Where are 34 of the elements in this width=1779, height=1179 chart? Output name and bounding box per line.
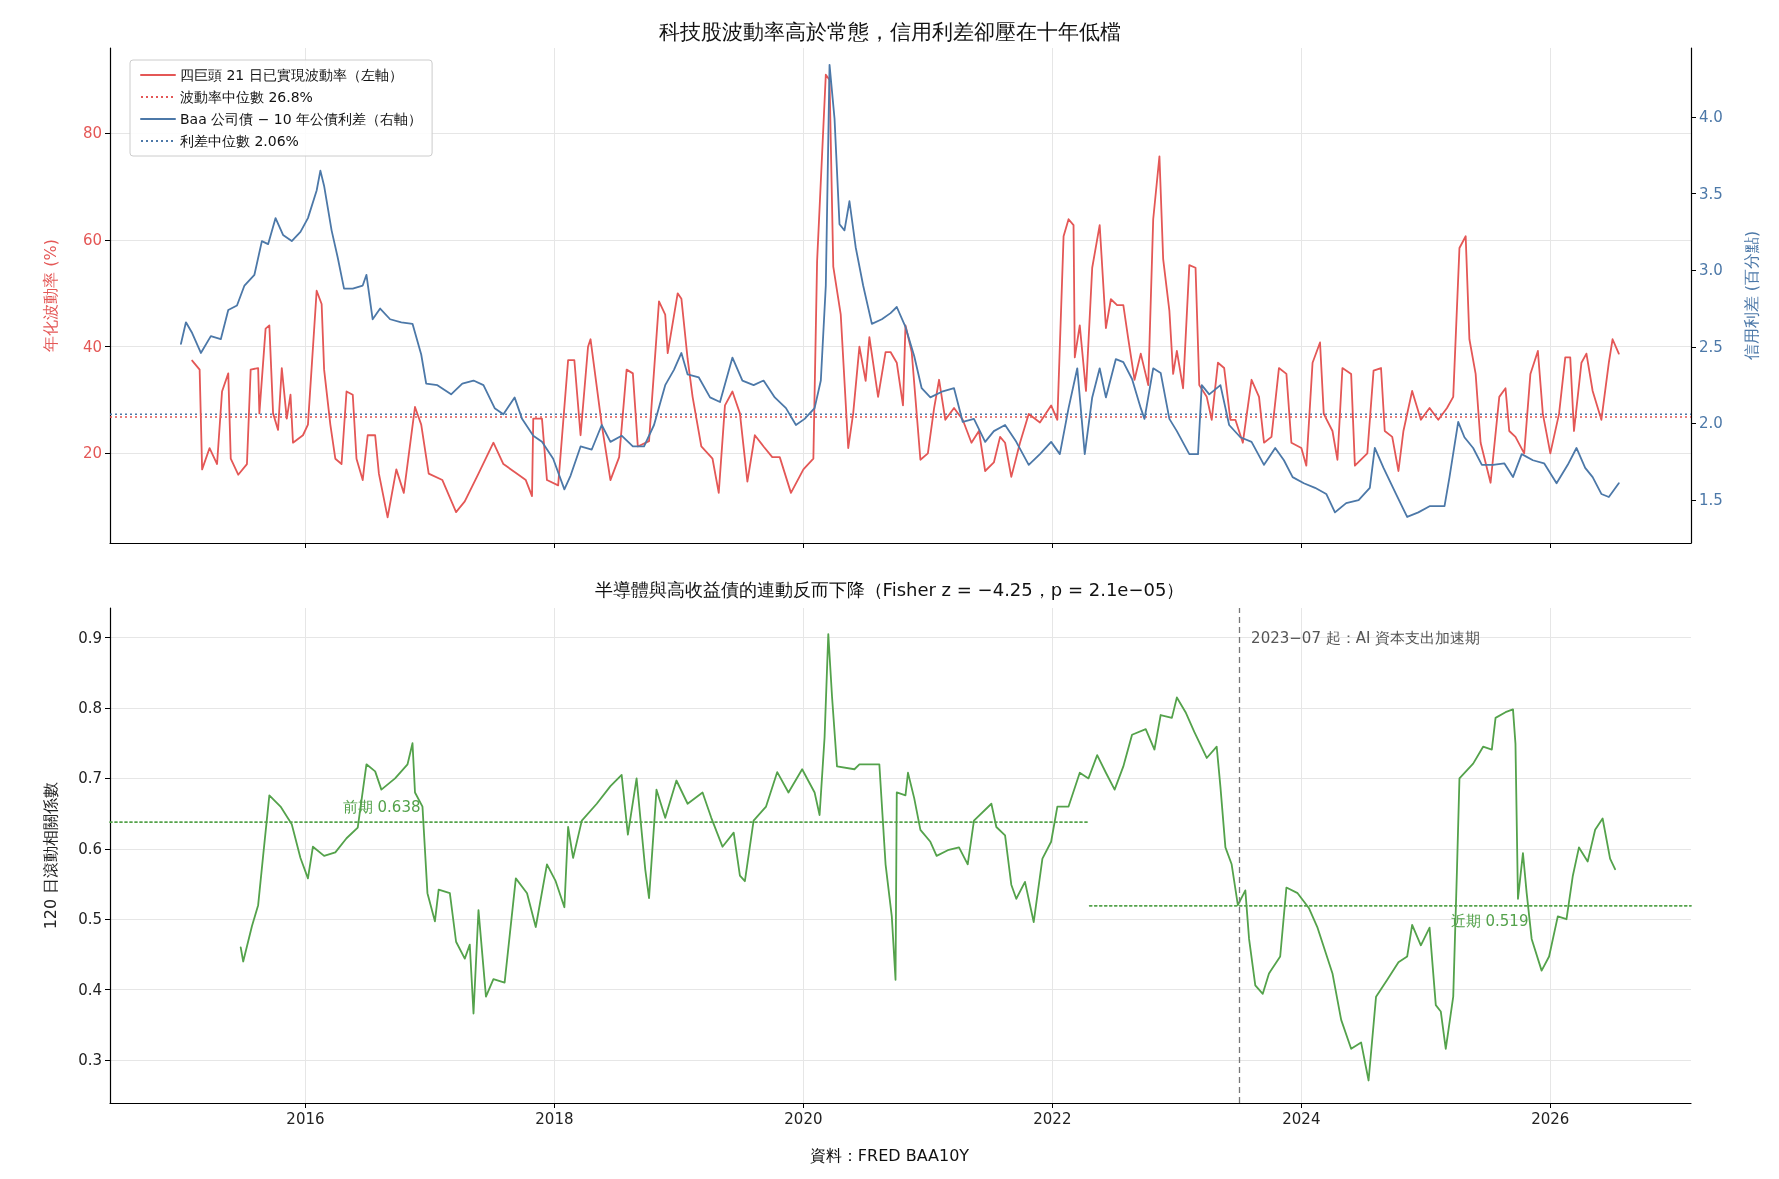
x-tick-label: 2024 [1282, 1109, 1321, 1128]
x-tick-label: 2022 [1033, 1109, 1072, 1128]
y-tick-label: 0.5 [78, 910, 102, 929]
x-tick-label: 2016 [286, 1109, 325, 1128]
y-tick-label: 80 [82, 124, 102, 143]
text: 資料：FRED BAA10Y [809, 1145, 970, 1165]
x-tick-label: 2026 [1531, 1109, 1570, 1128]
y-tick-label: 0.3 [78, 1051, 102, 1070]
chart-title: 科技股波動率高於常態，信用利差卻壓在十年低檔 [658, 19, 1121, 44]
y2-tick-label: 2.0 [1699, 414, 1723, 433]
x-tick-label: 2018 [535, 1109, 574, 1128]
y-tick-label: 0.9 [78, 628, 102, 647]
legend-label: 利差中位數 2.06% [180, 133, 299, 149]
y-tick-label: 0.6 [78, 839, 102, 858]
y-tick-label: 20 [82, 444, 102, 463]
legend-label: 四巨頭 21 日已實現波動率（左軸） [180, 67, 403, 83]
y-tick-label: 40 [82, 337, 102, 356]
y2-tick-label: 2.5 [1699, 337, 1723, 356]
y2-tick-label: 1.5 [1699, 491, 1723, 510]
ref-line-label: 2023−07 起：AI 資本支出加速期 [1251, 628, 1481, 647]
y-tick-label: 0.7 [78, 769, 102, 788]
legend-label: 波動率中位數 26.8% [180, 89, 313, 105]
chart-title: 半導體與高收益債的連動反而下降（Fisher z = −4.25，p = 2.1e−05） [594, 578, 1185, 600]
y2-axis-title: 信用利差 (百分點) [1741, 230, 1761, 361]
x-tick-label: 2020 [784, 1109, 823, 1128]
y-axis-title: 120 日滾動相關係數 [40, 781, 60, 930]
y-tick-label: 0.4 [78, 980, 102, 999]
y-tick-label: 60 [82, 231, 102, 250]
y-axis-title: 年化波動率 (%) [40, 239, 60, 352]
y-tick-label: 0.8 [78, 698, 102, 717]
y2-tick-label: 4.0 [1699, 107, 1723, 126]
y2-tick-label: 3.5 [1699, 184, 1723, 203]
y2-tick-label: 3.0 [1699, 261, 1723, 280]
legend-label: Baa 公司債 − 10 年公債利差（右軸） [180, 111, 423, 127]
